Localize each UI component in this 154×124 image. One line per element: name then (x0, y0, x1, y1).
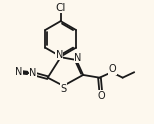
Text: O: O (97, 91, 105, 101)
Text: Cl: Cl (55, 2, 66, 13)
Text: O: O (109, 64, 116, 75)
Text: N: N (56, 49, 63, 60)
Text: N: N (74, 52, 81, 62)
Text: N: N (29, 68, 36, 78)
Text: S: S (60, 84, 66, 94)
Text: N: N (15, 67, 22, 77)
